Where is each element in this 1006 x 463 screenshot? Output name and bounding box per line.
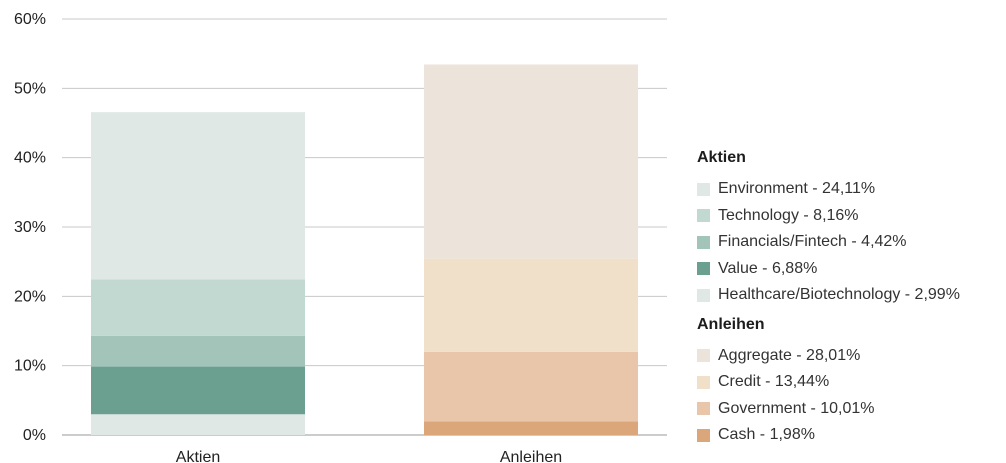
legend-swatch — [697, 235, 710, 249]
bars — [91, 64, 638, 435]
legend-label: Value - 6,88% — [718, 259, 818, 277]
bar-segment[interactable] — [91, 414, 305, 435]
legend-swatch — [697, 402, 710, 416]
legend-item-government[interactable]: Government - 10,01% — [697, 396, 1002, 423]
legend-title-anleihen: Anleihen — [697, 315, 765, 333]
bar-segment[interactable] — [91, 112, 305, 280]
legend-swatch — [697, 209, 710, 223]
legend-label: Financials/Fintech - 4,42% — [718, 233, 907, 251]
legend-label: Environment - 24,11% — [718, 180, 876, 198]
legend-label: Cash - 1,98% — [718, 426, 815, 444]
bar-segment[interactable] — [91, 335, 305, 367]
legend-label: Technology - 8,16% — [718, 206, 859, 224]
legend: Aktien Environment - 24,11% Technology -… — [697, 148, 1002, 449]
legend-label: Healthcare/Biotechnology - 2,99% — [718, 286, 960, 304]
y-tick-label: 40% — [14, 150, 46, 167]
y-tick-label: 20% — [14, 288, 46, 305]
legend-item-environment[interactable]: Environment - 24,11% — [697, 176, 1002, 203]
legend-label: Aggregate - 28,01% — [718, 346, 861, 364]
y-tick-label: 30% — [14, 219, 46, 236]
legend-group-anleihen: Anleihen Aggregate - 28,01% Credit - 13,… — [697, 315, 1002, 449]
legend-item-financials-fintech[interactable]: Financials/Fintech - 4,42% — [697, 229, 1002, 256]
bar-segment[interactable] — [424, 421, 638, 435]
legend-swatch — [697, 349, 710, 363]
legend-group-aktien: Aktien Environment - 24,11% Technology -… — [697, 148, 1002, 309]
legend-label: Government - 10,01% — [718, 399, 875, 417]
y-tick-label: 0% — [23, 427, 46, 444]
bar-segment[interactable] — [91, 366, 305, 415]
x-tick-label: Aktien — [176, 449, 220, 463]
bar-segment[interactable] — [424, 64, 638, 259]
legend-title-aktien: Aktien — [697, 149, 746, 166]
y-tick-label: 10% — [14, 358, 46, 375]
legend-swatch — [697, 288, 710, 302]
bar-segment[interactable] — [424, 351, 638, 422]
bar-segment[interactable] — [424, 258, 638, 352]
bar-segment[interactable] — [91, 279, 305, 336]
legend-item-technology[interactable]: Technology - 8,16% — [697, 203, 1002, 230]
legend-swatch — [697, 182, 710, 196]
legend-item-cash[interactable]: Cash - 1,98% — [697, 422, 1002, 449]
x-tick-labels: Aktien Anleihen — [176, 449, 562, 463]
legend-swatch — [697, 428, 710, 442]
legend-item-healthcare-biotechnology[interactable]: Healthcare/Biotechnology - 2,99% — [697, 282, 1002, 309]
legend-item-aggregate[interactable]: Aggregate - 28,01% — [697, 343, 1002, 370]
legend-swatch — [697, 262, 710, 276]
legend-swatch — [697, 375, 710, 389]
x-tick-label: Anleihen — [500, 449, 562, 463]
y-tick-labels: 0% 10% 20% 30% 40% 50% 60% — [14, 11, 46, 444]
y-tick-label: 50% — [14, 80, 46, 97]
legend-item-value[interactable]: Value - 6,88% — [697, 256, 1002, 283]
legend-item-credit[interactable]: Credit - 13,44% — [697, 369, 1002, 396]
legend-label: Credit - 13,44% — [718, 373, 830, 391]
y-tick-label: 60% — [14, 11, 46, 28]
